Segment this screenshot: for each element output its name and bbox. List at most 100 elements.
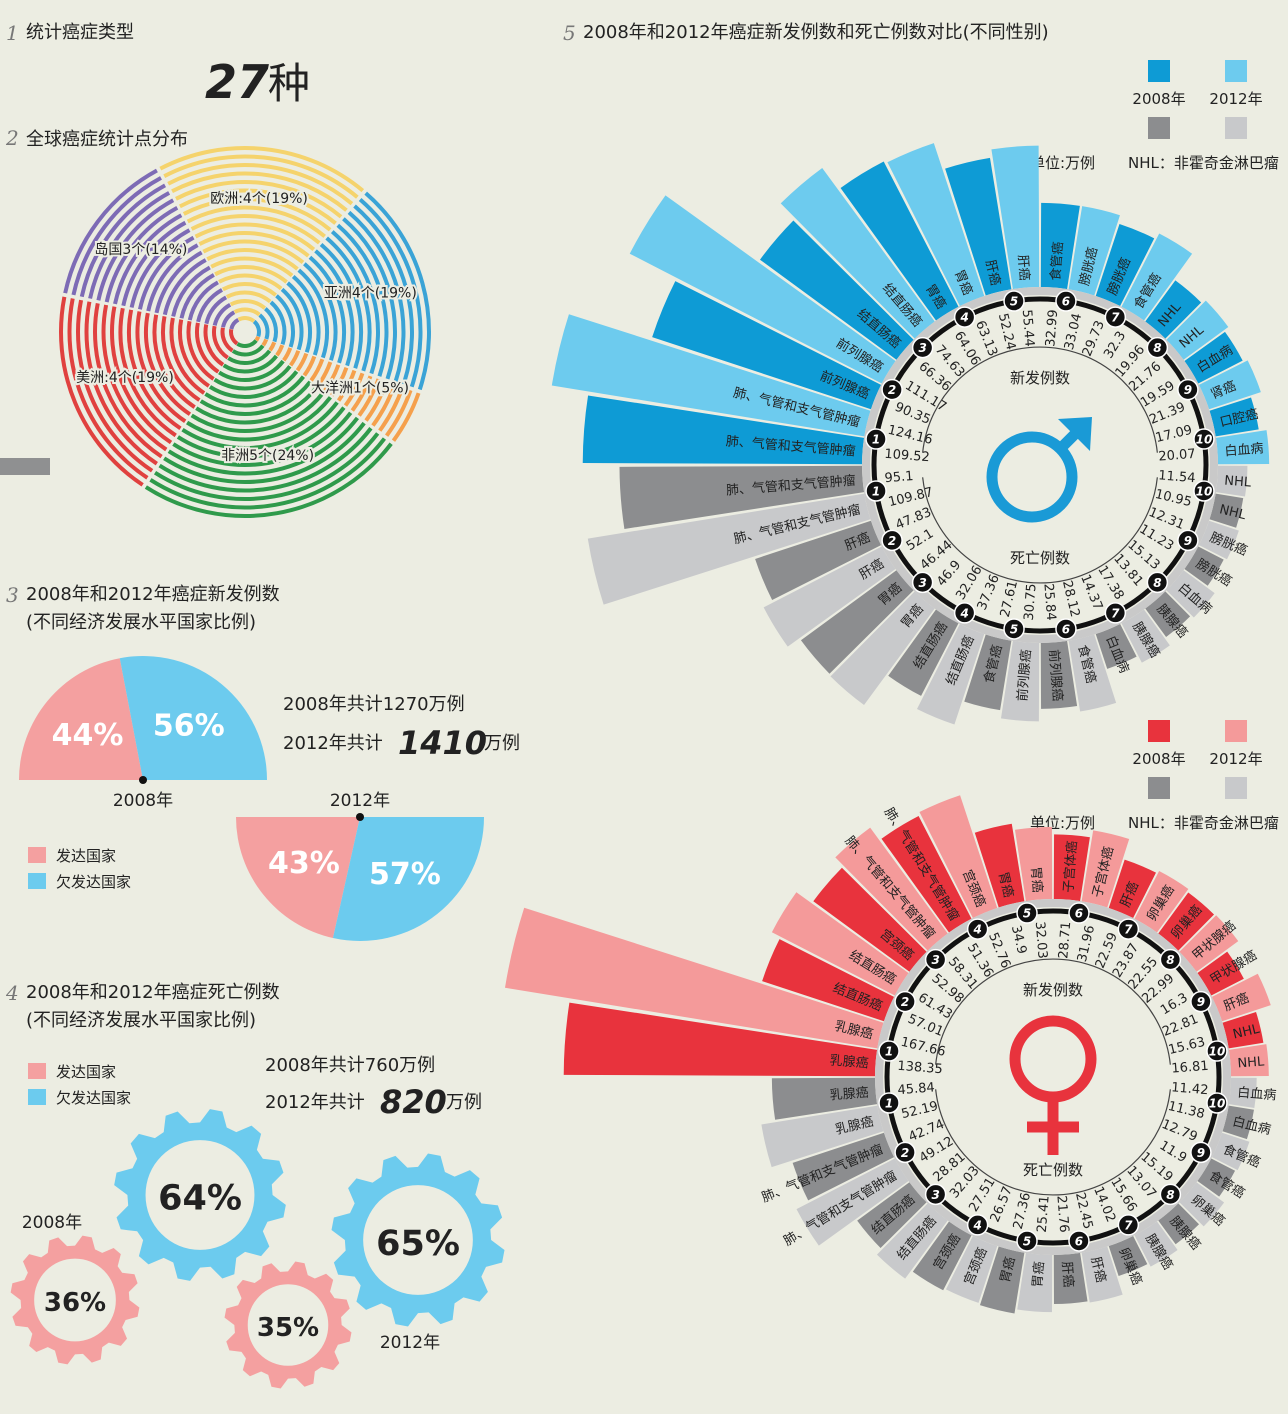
rank-badge: [1055, 618, 1077, 640]
radial-bar: [755, 520, 882, 601]
decor-bar: [0, 458, 50, 475]
rank-number: 2: [888, 534, 896, 548]
arrow-arc: [935, 958, 1171, 1065]
pie-label: 欧洲:4个(19%): [210, 191, 308, 207]
gear: [224, 1261, 352, 1389]
radial-bar: [1040, 202, 1080, 290]
rank-number: 10: [1196, 484, 1213, 498]
rank-number: 5: [1023, 907, 1031, 921]
legend-swatch: [28, 873, 46, 889]
legend-swatch: [28, 1089, 46, 1105]
bar-category-label: NHL: [1237, 1054, 1266, 1071]
rank-number: 1: [872, 433, 880, 447]
rank-number: 9: [1197, 1146, 1205, 1160]
year-label: 2008年: [113, 791, 173, 811]
rank-number: 1: [872, 484, 880, 498]
bar-value-label: 11.38: [1166, 1099, 1206, 1122]
radial-bar: [563, 1002, 878, 1077]
pie-label: 非洲5个(24%): [221, 448, 314, 464]
radial-bar: [771, 1077, 878, 1120]
legend-swatch: [1225, 777, 1247, 799]
bar-value-label: 138.35: [897, 1059, 944, 1078]
radial-bar: [1215, 430, 1270, 465]
pie-ring-segment: [59, 296, 239, 487]
bar-category-label: 肝癌: [1014, 254, 1032, 281]
bar-value-label: 20.07: [1158, 447, 1196, 465]
bar-value-label: 52.19: [900, 1099, 940, 1122]
radial-bar: [1158, 1203, 1200, 1245]
radial-bar: [1198, 360, 1261, 410]
section-number: 3: [6, 583, 19, 607]
radial-bar: [1228, 1044, 1269, 1077]
rank-number: 3: [931, 1188, 939, 1202]
radial-bar: [761, 1105, 884, 1168]
radial-bar: [881, 816, 972, 933]
rank-number: 3: [918, 576, 926, 590]
radial-bar: [887, 143, 985, 307]
rank-number: 1: [885, 1045, 893, 1059]
pie-ring-segment: [63, 168, 240, 330]
center-dot: [139, 776, 147, 784]
bar-value-label: 21.76: [1053, 1195, 1071, 1233]
rank-badge: [924, 1183, 947, 1206]
legend-swatch: [1225, 117, 1247, 139]
rank-badge: [1104, 306, 1127, 328]
outer-ring: [862, 287, 1218, 643]
radial-bar: [1081, 830, 1130, 908]
half-pie-slice: [19, 658, 143, 780]
section-title: 2008年和2012年癌症新发例数: [26, 584, 280, 605]
radial-bar: [1014, 826, 1053, 902]
section-number: 2: [5, 126, 19, 150]
rank-number: 4: [972, 1218, 981, 1232]
pie-ring-segment: [159, 146, 365, 323]
bar-value-label: 17.09: [1154, 423, 1194, 446]
radial-bar: [1095, 223, 1155, 307]
total-2012-number: 1410: [398, 724, 487, 762]
rank-number: 8: [1153, 341, 1161, 355]
radial-bar: [979, 1246, 1025, 1314]
radial-bar: [762, 939, 895, 1022]
legend-label: 发达国家: [56, 847, 116, 865]
rank-number: 10: [1209, 1045, 1226, 1059]
rank-number: 9: [1184, 534, 1192, 548]
section-title: 2008年和2012年癌症死亡例数: [26, 982, 280, 1003]
gear-label: 65%: [376, 1224, 460, 1264]
bar-value-label: 15.63: [1167, 1035, 1207, 1058]
rank-badge: [881, 378, 903, 401]
radial-bar: [1211, 1132, 1250, 1171]
rank-badge: [1055, 290, 1077, 312]
rank-number: 8: [1166, 1188, 1174, 1202]
radial-bar: [876, 1203, 948, 1279]
radial-bar: [1222, 1012, 1264, 1049]
radial-bar: [796, 1158, 909, 1246]
bar-category-label: NHL: [1224, 474, 1253, 491]
bar-category-label: NHL: [1218, 502, 1248, 523]
rank-badge: [1146, 336, 1169, 359]
gear: [114, 1109, 286, 1281]
bar-category-label: 胃癌: [1029, 1261, 1047, 1288]
section-title: 2008年和2012年癌症新发例数和死亡例数对比(不同性别): [583, 22, 1049, 43]
bar-category-label: 肝癌: [1087, 1255, 1109, 1284]
section-number: 1: [6, 21, 19, 45]
radial-bar: [587, 493, 871, 605]
radial-bar: [1197, 1158, 1236, 1197]
half-pie-slice: [119, 656, 267, 780]
gear-label: 36%: [44, 1288, 106, 1318]
bar-category-label: 白血病: [1224, 440, 1264, 459]
radial-bar: [780, 167, 935, 339]
rank-badge: [1016, 902, 1038, 924]
radial-bar: [813, 867, 927, 972]
radial-bar: [919, 795, 998, 919]
radial-bar: [800, 570, 914, 674]
radial-bar: [964, 634, 1012, 711]
rank-badge: [1104, 602, 1127, 624]
gear: [331, 1153, 505, 1327]
radial-bar: [1197, 951, 1244, 996]
radial-bar: [759, 220, 914, 360]
radial-bar: [582, 395, 865, 465]
cancer-type-unit: 种: [268, 59, 310, 108]
radial-bar: [1222, 1105, 1254, 1140]
radial-bar: [1184, 331, 1243, 384]
bar-value-label: 55.44: [1019, 309, 1037, 347]
